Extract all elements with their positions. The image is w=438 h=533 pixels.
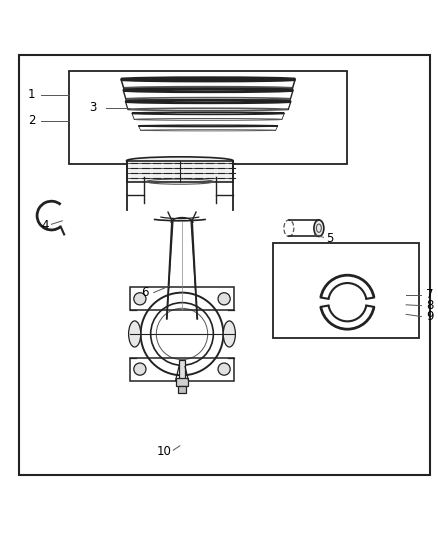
Ellipse shape xyxy=(314,220,324,237)
Ellipse shape xyxy=(223,321,236,347)
Circle shape xyxy=(218,363,230,375)
Text: 8: 8 xyxy=(427,299,434,312)
Bar xyxy=(273,243,419,338)
Text: 5: 5 xyxy=(326,232,334,245)
Text: 10: 10 xyxy=(157,445,172,458)
Bar xyxy=(69,71,347,164)
Ellipse shape xyxy=(129,321,141,347)
Text: 1: 1 xyxy=(28,88,35,101)
Bar xyxy=(131,287,234,310)
Text: 7: 7 xyxy=(426,288,434,301)
Bar xyxy=(131,358,234,381)
Bar xyxy=(179,360,185,379)
Circle shape xyxy=(134,293,146,305)
Bar xyxy=(178,386,186,393)
Bar xyxy=(177,378,187,386)
Text: 2: 2 xyxy=(28,114,35,127)
Ellipse shape xyxy=(127,157,233,165)
Text: 4: 4 xyxy=(41,219,49,232)
Circle shape xyxy=(134,363,146,375)
Bar xyxy=(127,161,233,182)
Circle shape xyxy=(218,293,230,305)
Text: 6: 6 xyxy=(141,286,149,299)
Text: 3: 3 xyxy=(89,101,96,114)
Text: 9: 9 xyxy=(426,310,434,323)
